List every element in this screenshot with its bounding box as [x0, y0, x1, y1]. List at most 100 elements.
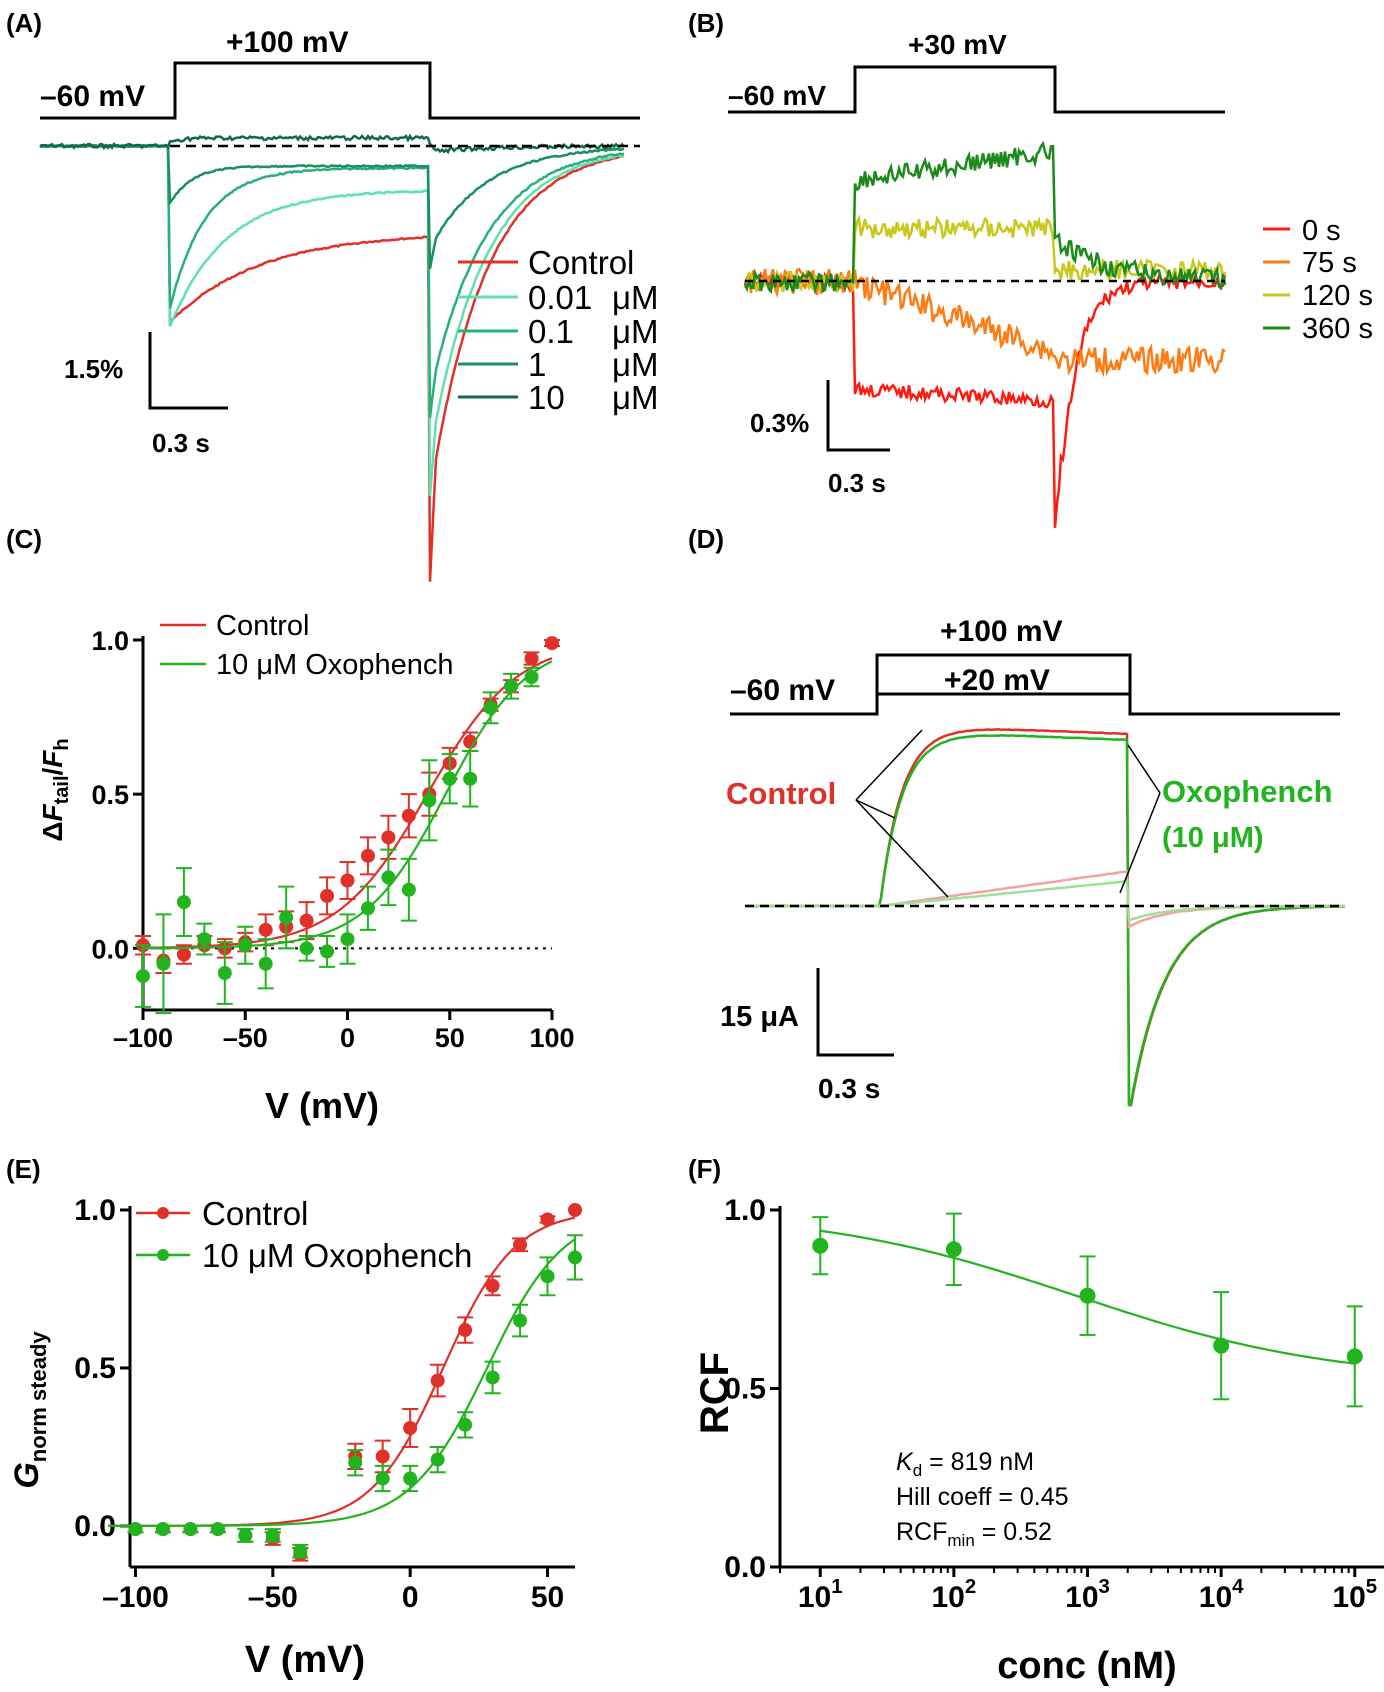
x-tick-label: 105 — [1332, 1576, 1377, 1614]
ylabel-h: h — [51, 738, 73, 750]
data-point-1 — [483, 700, 498, 715]
data-point-1 — [217, 966, 232, 980]
pointer-oxo-2 — [1119, 792, 1161, 894]
x-tick-exponent: 2 — [965, 1576, 976, 1598]
data-point-1 — [360, 901, 375, 916]
panel-e: (E) 0.00.51.0–100 –50 0 50 Control 10 μM Ox… — [6, 1154, 583, 1681]
panel-b-trace-75s — [743, 267, 1226, 378]
data-point-0 — [1346, 1348, 1363, 1365]
data-point-1 — [442, 771, 457, 786]
data-point-0 — [375, 1449, 390, 1464]
panel-e-label: (E) — [6, 1154, 41, 1184]
data-point-0 — [812, 1237, 829, 1254]
pointer-oxo-1 — [1127, 744, 1161, 794]
legend-label-oxophench: 10 μM Oxophench — [216, 649, 454, 681]
legend-label-control: Control — [528, 244, 634, 281]
y-tick-label: 0.5 — [91, 780, 129, 810]
data-point-0 — [381, 830, 396, 845]
panel-a-step-label: +100 mV — [226, 26, 349, 59]
legend-conc-10: 10 — [528, 379, 565, 416]
legend-label-control: Control — [216, 610, 310, 642]
panel-a-scale-x: 0.3 s — [152, 428, 210, 458]
data-point-1 — [128, 1522, 143, 1537]
data-point-1 — [375, 1471, 390, 1486]
panel-a-scale-y: 1.5% — [64, 354, 123, 384]
data-point-1 — [265, 1528, 280, 1543]
panel-b-step-label: +30 mV — [908, 29, 1007, 60]
data-point-1 — [348, 1455, 363, 1470]
panel-d-scale-x: 0.3 s — [818, 1073, 880, 1104]
x-tick-label: 101 — [798, 1576, 843, 1614]
data-point-0 — [540, 1212, 555, 1227]
data-point-1 — [381, 870, 396, 885]
y-tick-label: 0.0 — [724, 1551, 766, 1584]
x-tick-label: –100 — [113, 1023, 173, 1053]
data-point-0 — [401, 808, 416, 823]
panel-a-trace-4 — [39, 133, 625, 155]
panel-a-voltage-protocol — [40, 61, 640, 120]
panel-d-scale-y: 15 μA — [720, 1001, 799, 1033]
data-point-1 — [403, 1471, 418, 1486]
kd-sub: d — [913, 1461, 922, 1480]
panel-c-ylabel: ΔFtail/Fh — [37, 738, 73, 841]
x-tick-label: 0 — [402, 1581, 419, 1614]
data-point-1 — [540, 1269, 555, 1284]
rcfmin-value: = 0.52 — [975, 1518, 1052, 1546]
ylabel-g: G — [8, 1462, 46, 1488]
data-point-1 — [422, 793, 437, 808]
legend-unit-0.1: μM — [612, 313, 659, 350]
data-point-0 — [340, 873, 355, 888]
panel-c: (C) 0.0 0.5 1.0 –100 –50 0 50 100 Control 10 μM… — [6, 524, 575, 1126]
y-tick-label: 0.0 — [91, 934, 129, 964]
legend-conc-1: 1 — [528, 346, 546, 383]
legend-unit-10: μM — [612, 379, 659, 416]
legend-label-120s: 120 s — [1302, 280, 1373, 312]
kd-text: Kd = 819 nM — [896, 1448, 1034, 1480]
x-tick-label: –100 — [102, 1581, 169, 1614]
x-tick-exponent: 5 — [1366, 1576, 1377, 1598]
data-point-1 — [136, 969, 150, 984]
panel-d-trace-20mv-control — [744, 869, 1346, 929]
legend-label-oxophench: 10 μM Oxophench — [202, 1237, 472, 1274]
panel-e-ylabel: Gnorm steady — [8, 1331, 51, 1489]
y-tick-label: 1.0 — [74, 1194, 116, 1227]
data-point-1 — [401, 882, 416, 897]
x-tick-base: 10 — [1332, 1581, 1365, 1614]
legend-unit-0.01: μM — [612, 279, 659, 316]
panel-d-trace-20mv-oxo — [745, 880, 1346, 922]
panel-c-xlabel: V (mV) — [265, 1085, 379, 1126]
data-point-1 — [238, 1528, 253, 1543]
panel-d-step-top: +100 mV — [940, 615, 1063, 648]
x-tick-exponent: 4 — [1232, 1576, 1244, 1598]
panel-b-hold-label: –60 mV — [728, 80, 826, 111]
legend-label-75s: 75 s — [1302, 247, 1357, 279]
x-tick-label: 103 — [1065, 1576, 1110, 1614]
data-point-1 — [513, 1313, 528, 1328]
x-tick-label: 100 — [529, 1023, 574, 1053]
ylabel-sub: norm steady — [26, 1331, 51, 1463]
panel-d-control-label: Control — [726, 776, 836, 811]
data-point-1 — [238, 938, 253, 953]
panel-c-plot: 0.0 0.5 1.0 –100 –50 0 50 100 — [91, 626, 574, 1053]
kd-symbol: K — [896, 1448, 914, 1476]
panel-d-oxo-label: Oxophench — [1162, 774, 1333, 809]
data-point-1 — [210, 1522, 225, 1537]
data-point-0 — [176, 947, 191, 962]
panel-d-step-bottom: +20 mV — [944, 664, 1050, 697]
data-point-1 — [279, 910, 294, 925]
y-tick-label: 0.5 — [724, 1373, 766, 1406]
data-point-1 — [299, 941, 314, 956]
rcfmin-symbol: RCF — [896, 1518, 947, 1546]
panel-b-label: (B) — [688, 8, 724, 38]
pointer-control-1 — [855, 729, 923, 801]
panel-b-legend: 0 s 75 s 120 s 360 s — [1263, 215, 1373, 345]
panel-d-label: (D) — [688, 524, 724, 554]
panel-c-label: (C) — [6, 524, 42, 554]
panel-a-label: (A) — [6, 8, 42, 38]
panel-f-xlabel: conc (nM) — [997, 1645, 1176, 1687]
ylabel-delta: Δ — [37, 822, 68, 842]
legend-label-control: Control — [202, 1195, 308, 1232]
ylabel-f: F — [37, 804, 68, 822]
